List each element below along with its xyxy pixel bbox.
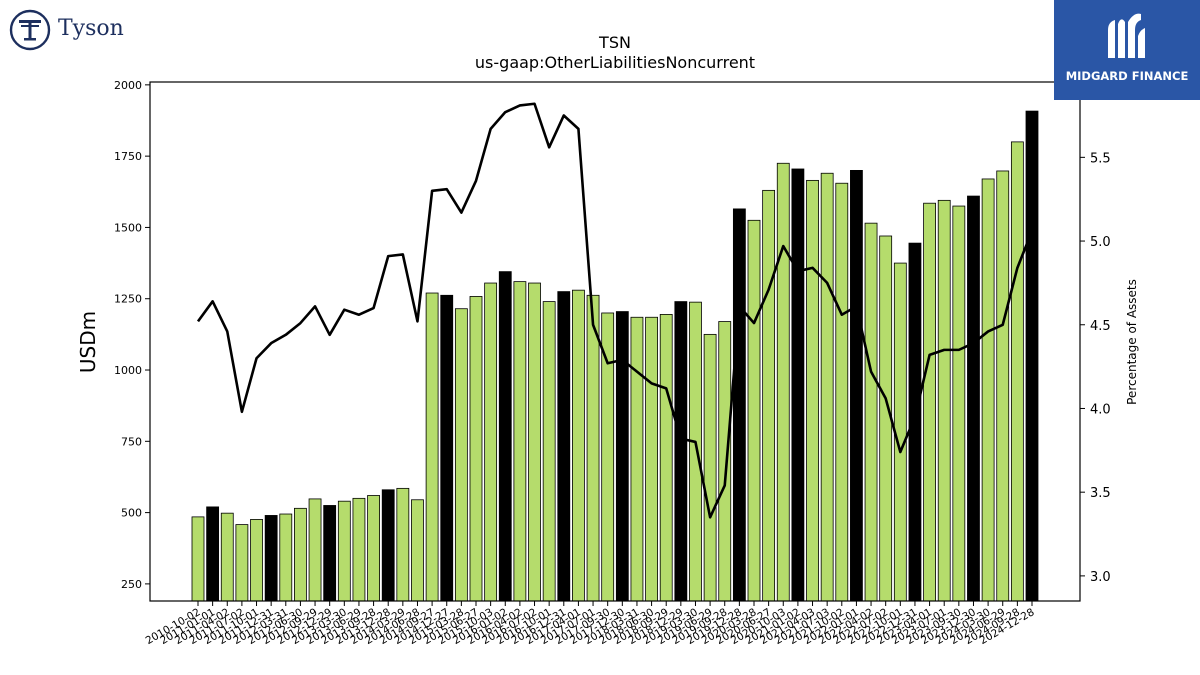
y2-tick-label: 5.0 xyxy=(1090,235,1111,250)
bar-2011-07-02 xyxy=(235,524,249,602)
bar-2013-09-28 xyxy=(367,495,380,602)
bar-2020-03-28 xyxy=(747,219,761,602)
bar-2023-04-01 xyxy=(923,202,936,602)
left-axis: 250 500 750 1000 1250 1500 1750 2000 xyxy=(114,79,150,591)
plot-frame xyxy=(149,81,1081,602)
bar-2024-06-29 xyxy=(996,170,1010,602)
bar-2019-03-30 xyxy=(689,301,702,602)
bar-2018-03-31 xyxy=(630,316,644,602)
bar-2014-12-27 xyxy=(440,294,454,602)
bar-2024-03-30 xyxy=(981,178,995,602)
bar-2017-09-30 xyxy=(601,312,615,602)
y2-axis-label: Percentage of Assets xyxy=(1125,279,1139,405)
bar-2023-07-01 xyxy=(937,199,951,602)
bar-2010-10-02 xyxy=(191,516,205,602)
bar-2013-03-30 xyxy=(337,500,351,602)
bar-2014-06-28 xyxy=(411,499,424,602)
bar-2017-04-01 xyxy=(572,289,585,602)
bar-series xyxy=(191,110,1039,602)
bar-2011-10-01 xyxy=(250,519,263,602)
bar-2018-06-30 xyxy=(645,316,658,602)
chart-title: TSN xyxy=(598,33,631,52)
bar-2024-09-28 xyxy=(1010,141,1024,602)
bar-2020-06-27 xyxy=(762,189,776,602)
line-series xyxy=(196,102,1034,519)
bar-2018-09-29 xyxy=(659,314,673,602)
tyson-emblem-icon xyxy=(9,9,51,51)
midgard-logo-text: MIDGARD FINANCE xyxy=(1065,69,1189,83)
y-tick-label: 500 xyxy=(121,507,142,520)
midgard-emblem-icon xyxy=(1108,13,1145,58)
bar-2012-12-29 xyxy=(323,505,337,602)
chart-subtitle: us-gaap:OtherLiabilitiesNoncurrent xyxy=(475,53,755,72)
bar-2020-10-03 xyxy=(776,162,790,602)
bar-2017-12-30 xyxy=(615,311,629,602)
bar-2021-04-03 xyxy=(806,179,819,602)
y-tick-label: 1250 xyxy=(114,293,142,306)
bar-2016-12-31 xyxy=(557,291,571,602)
y2-tick-label: 5.5 xyxy=(1090,151,1111,166)
y-tick-label: 2000 xyxy=(114,79,142,92)
bar-2016-01-02 xyxy=(498,271,512,602)
bar-2021-01-02 xyxy=(791,168,805,602)
bar-2023-09-30 xyxy=(952,205,966,602)
bar-2019-12-28 xyxy=(732,208,746,602)
y-tick-label: 1750 xyxy=(114,150,142,163)
bar-2015-03-28 xyxy=(454,308,468,602)
bar-2012-03-31 xyxy=(279,513,293,602)
y2-tick-label: 4.0 xyxy=(1090,402,1111,417)
y2-tick-label: 4.5 xyxy=(1090,319,1111,334)
bar-2013-12-28 xyxy=(381,489,395,602)
bar-2016-04-02 xyxy=(513,281,527,602)
bar-2011-12-31 xyxy=(264,515,278,602)
bar-2019-06-29 xyxy=(703,333,717,602)
y-tick-label: 750 xyxy=(121,435,142,448)
bar-2016-07-02 xyxy=(528,282,541,602)
right-axis: 3.0 3.5 4.0 4.5 5.0 5.5 xyxy=(1080,151,1111,585)
bar-2022-04-02 xyxy=(864,222,878,602)
bar-2017-07-01 xyxy=(586,294,600,602)
bar-2019-09-28 xyxy=(718,321,732,602)
x-axis: 2010-10-022011-01-012011-04-022011-07-02… xyxy=(144,601,1037,647)
y2-tick-label: 3.5 xyxy=(1090,486,1111,501)
bar-2023-12-30 xyxy=(967,195,980,602)
bar-2015-10-03 xyxy=(484,282,498,602)
bar-2022-12-31 xyxy=(908,242,922,602)
bar-2011-01-01 xyxy=(206,506,220,602)
bar-2012-09-29 xyxy=(308,498,322,602)
y-tick-label: 1500 xyxy=(114,221,142,234)
percentage-of-assets-line xyxy=(196,102,1034,519)
bar-2016-10-01 xyxy=(542,301,556,602)
bar-2011-04-02 xyxy=(220,512,234,602)
bar-2013-06-29 xyxy=(352,497,366,602)
y2-tick-label: 3.0 xyxy=(1090,570,1111,585)
bar-2015-06-27 xyxy=(469,296,483,602)
bar-2024-12-28 xyxy=(1025,110,1039,602)
bar-2014-09-27 xyxy=(425,292,439,602)
bar-2021-10-02 xyxy=(835,182,849,602)
bar-2022-01-01 xyxy=(850,169,863,602)
tyson-logo-text: Tyson xyxy=(58,16,124,41)
midgard-finance-logo: MIDGARD FINANCE xyxy=(1054,0,1200,100)
y-tick-label: 1000 xyxy=(114,364,142,377)
bar-2021-07-03 xyxy=(820,172,834,602)
y-tick-label: 250 xyxy=(121,578,142,591)
bar-2012-06-30 xyxy=(294,507,307,602)
y-axis-label: USDm xyxy=(76,311,100,373)
tyson-logo: Tyson xyxy=(8,8,148,52)
bar-2018-12-29 xyxy=(674,301,688,602)
bar-2014-03-29 xyxy=(396,487,410,602)
